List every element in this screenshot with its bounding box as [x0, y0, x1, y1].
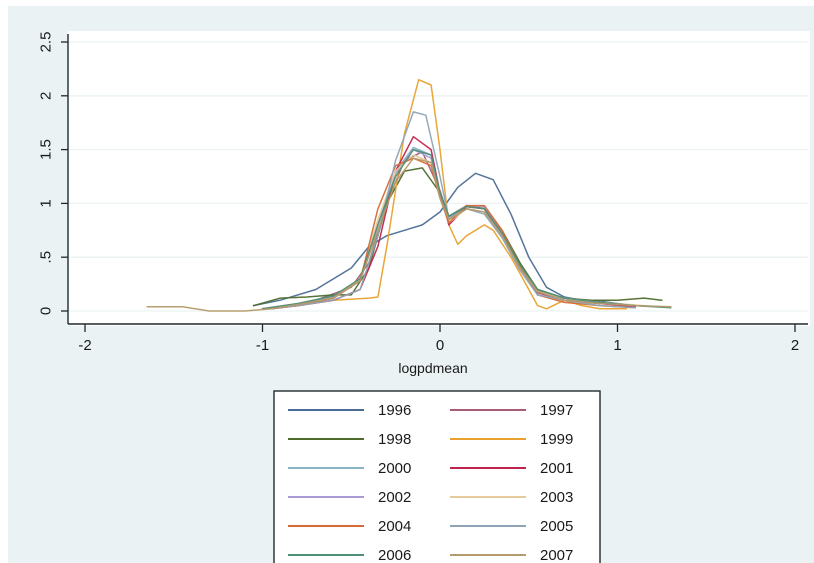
legend-label-1998: 1998: [378, 431, 411, 448]
x-tick-label: 2: [791, 337, 799, 354]
series-line-2007: [146, 157, 672, 312]
y-tick-label: 2: [37, 92, 54, 100]
legend-label-2007: 2007: [540, 547, 573, 563]
series-lines: [146, 78, 672, 312]
y-tick-label: 1.5: [37, 139, 54, 160]
legend-items: 1996 1997 1998 1999 2000 2001 2002 2003 2004 2005…: [288, 402, 573, 563]
legend: [273, 390, 601, 563]
legend-label-1997: 1997: [540, 402, 573, 419]
chart-figure: 0.5 1 1.5 2 2.5 -2 -1 0 1 2 logpdmean 1996 1997 19…: [8, 6, 814, 563]
x-tick-label: -2: [78, 337, 91, 354]
y-tick-label: 1: [37, 199, 54, 207]
series-line-1999: [270, 78, 628, 310]
y-tick-label: 2.5: [37, 32, 54, 53]
y-axis-ticks: 0 .5 1 1.5 2 2.5: [37, 32, 68, 315]
legend-label-1999: 1999: [540, 431, 573, 448]
legend-label-2004: 2004: [378, 518, 411, 535]
legend-label-2006: 2006: [378, 547, 411, 563]
plot-area: [68, 31, 810, 326]
x-tick-label: 0: [436, 337, 444, 354]
grid: [69, 41, 808, 312]
x-axis-label: logpdmean: [398, 360, 467, 376]
line-chart: 0.511.522.5 -2 -1 0 1 2 logpdmean 1996 199719…: [37, 31, 810, 563]
x-axis-ticks: -2 -1 0 1 2: [78, 324, 799, 354]
x-tick-label: 1: [613, 337, 621, 354]
y-tick-label: .5: [37, 251, 54, 264]
legend-label-1996: 1996: [378, 402, 411, 419]
series-line-2005: [270, 111, 637, 310]
legend-label-2000: 2000: [378, 460, 411, 477]
x-tick-label: -1: [256, 337, 269, 354]
y-tick-label: 0: [37, 307, 54, 315]
legend-label-2002: 2002: [378, 489, 411, 506]
legend-label-2003: 2003: [540, 489, 573, 506]
legend-label-2001: 2001: [540, 460, 573, 477]
legend-label-2005: 2005: [540, 518, 573, 535]
